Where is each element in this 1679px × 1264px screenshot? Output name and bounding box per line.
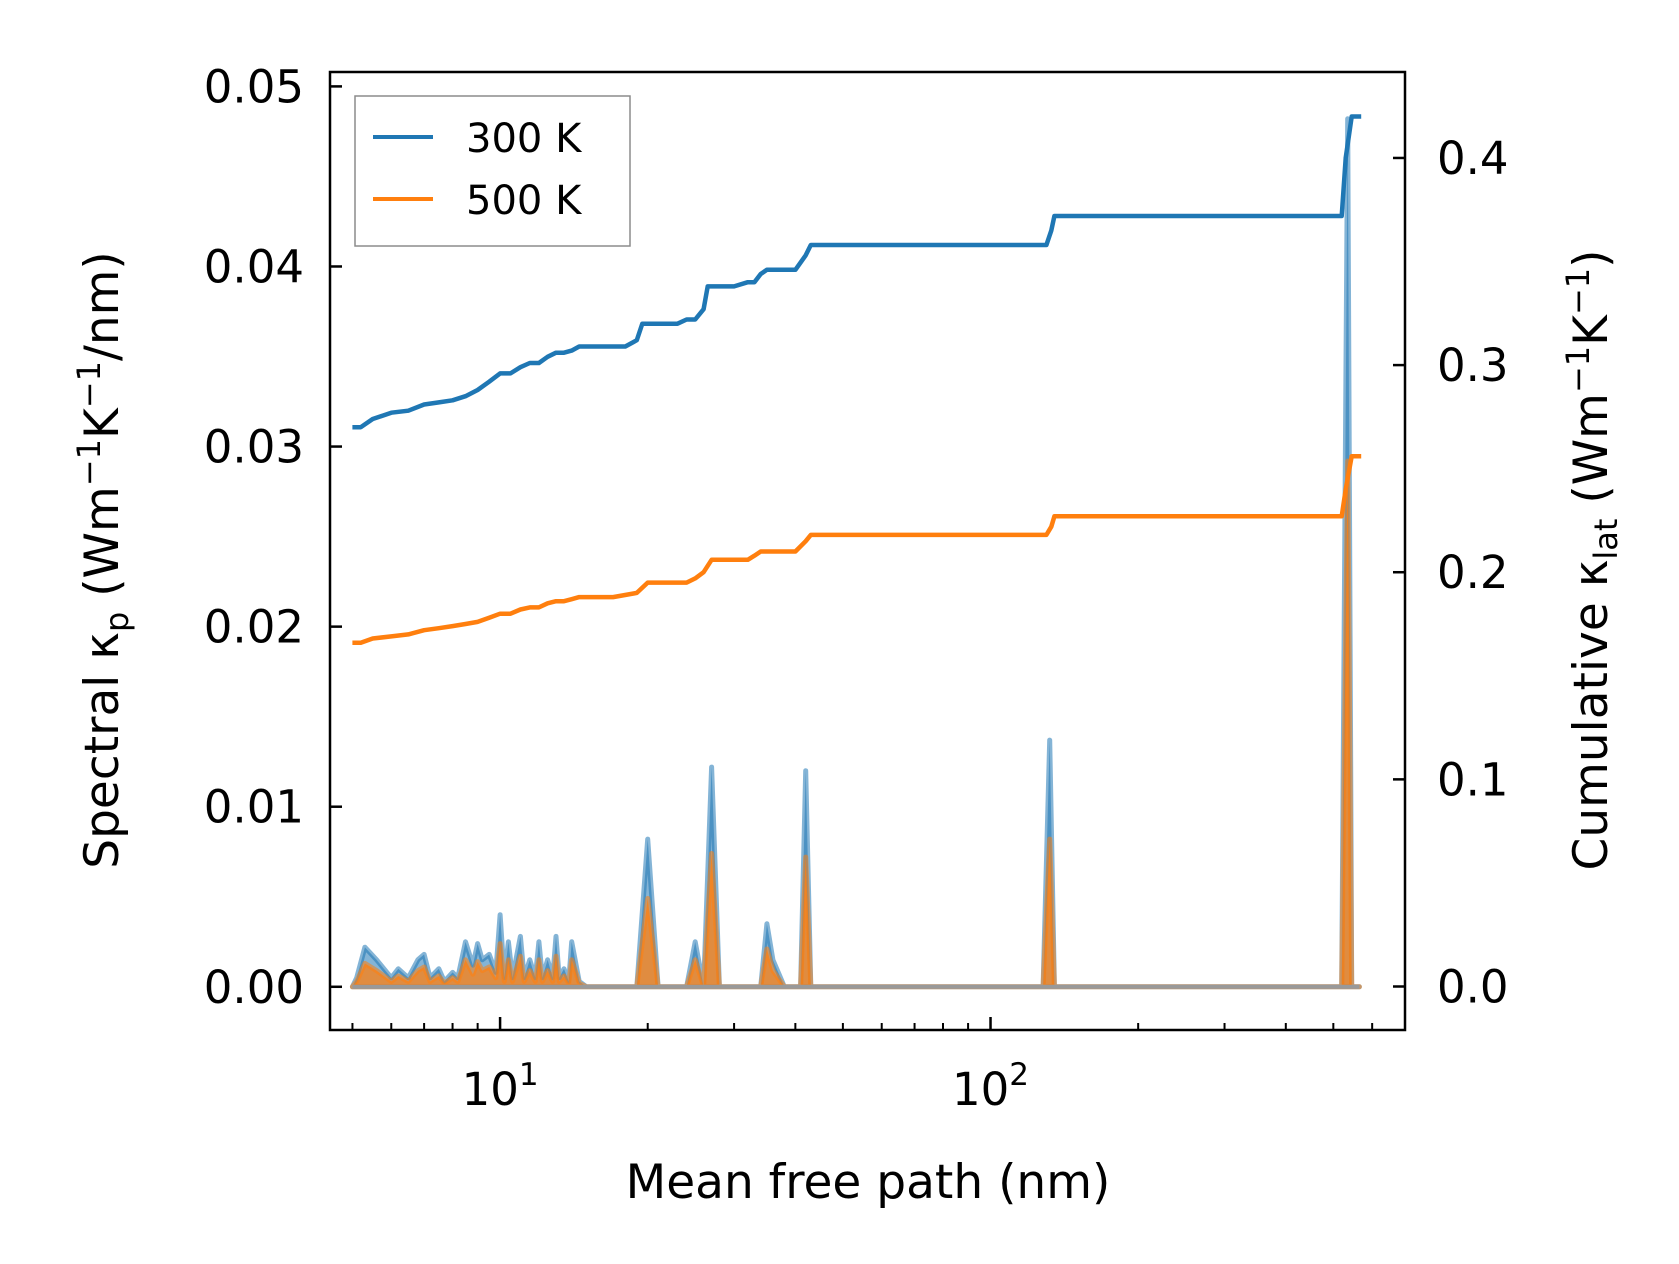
legend-label-300k: 300 K: [466, 116, 583, 162]
cumulative-line-500k: [352, 453, 1362, 645]
left-tick-label: 0.00: [204, 961, 304, 1014]
spectral-area-500k: [349, 458, 1362, 990]
legend-frame: [354, 95, 631, 247]
left-tick-label: 0.05: [204, 60, 304, 113]
right-tick-label: 0.3: [1437, 339, 1509, 392]
right-axis-ticks: 0.0 0.1 0.2 0.3 0.4: [1393, 132, 1509, 1014]
legend-label-500k: 500 K: [466, 178, 583, 224]
right-tick-label: 0.1: [1437, 753, 1509, 806]
right-tick-label: 0.2: [1437, 546, 1509, 599]
right-tick-label: 0.0: [1437, 961, 1509, 1014]
right-tick-label: 0.4: [1437, 132, 1509, 185]
left-axis-label: Spectral κp (Wm−1K−1/nm): [70, 251, 136, 868]
spectral-area-300k: [349, 116, 1362, 990]
x-axis-ticks: 101 102: [351, 1017, 1374, 1116]
cumulative-series-layer: [352, 114, 1362, 645]
x-axis-label: Mean free path (nm): [626, 1155, 1111, 1210]
legend: 300 K 500 K: [354, 95, 631, 247]
right-axis-label: Cumulative κlat (Wm−1K−1): [1559, 249, 1625, 870]
spectral-series-layer: [349, 116, 1362, 990]
left-tick-label: 0.01: [204, 781, 304, 834]
cumulative-line-300k: [352, 114, 1362, 430]
left-tick-label: 0.02: [204, 601, 304, 654]
plot-frame: [328, 70, 1407, 1032]
x-tick-label: 102: [952, 1057, 1029, 1116]
left-axis-ticks: 0.00 0.01 0.02 0.03 0.04 0.05: [204, 60, 342, 1014]
x-tick-label: 101: [462, 1057, 539, 1116]
left-tick-label: 0.03: [204, 421, 304, 474]
left-tick-label: 0.04: [204, 240, 304, 293]
